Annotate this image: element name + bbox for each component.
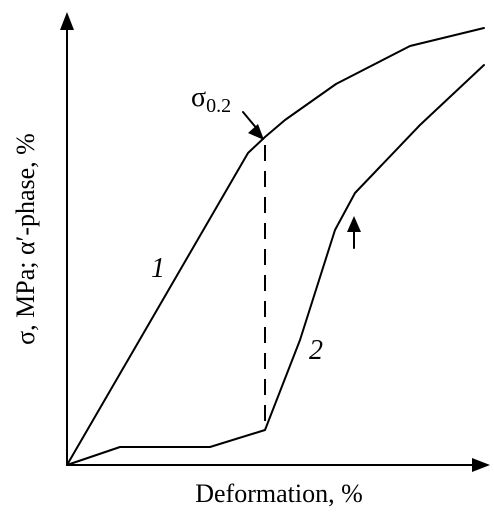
curve-1-label: 1 [151, 253, 165, 284]
y-axis-arrowhead [60, 12, 74, 30]
curve-2-up-arrowhead [347, 216, 361, 232]
sigma-symbol: σ [191, 82, 206, 113]
curve-2 [66, 64, 485, 466]
sigma-subscript: 0.2 [206, 95, 231, 117]
curve-1 [66, 27, 485, 466]
x-axis-arrowhead [472, 458, 490, 472]
y-axis-label: σ, MPa; α′-phase, % [11, 133, 40, 345]
sigma-pointer-arrowhead [248, 124, 264, 140]
sigma-label: σ0.2 [191, 82, 231, 117]
x-axis-label: Deformation, % [195, 479, 363, 508]
curve-2-label: 2 [309, 335, 323, 366]
